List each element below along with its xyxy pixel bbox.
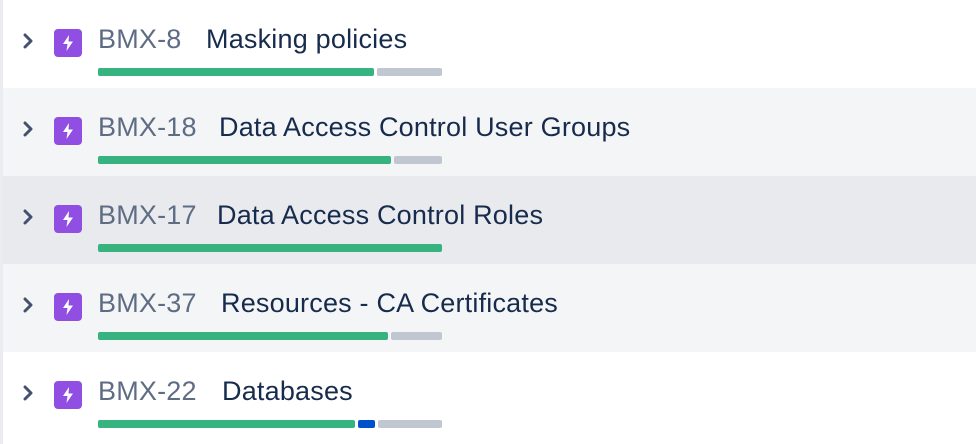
issue-summary[interactable]: Resources - CA Certificates [221,288,559,318]
epic-lightning-icon [54,381,82,409]
progress-done-segment [98,420,355,428]
epic-row[interactable]: BMX-17 Data Access Control Roles [3,176,976,264]
progress-bar [98,68,442,76]
progress-done-segment [98,244,442,252]
epic-row[interactable]: BMX-8 Masking policies [3,0,976,88]
progress-done-segment [98,156,392,164]
progress-todo-segment [394,156,442,164]
chevron-right-icon[interactable] [20,208,36,226]
issue-key[interactable]: BMX-8 [98,24,182,54]
chevron-right-icon[interactable] [20,32,36,50]
issue-summary[interactable]: Masking policies [206,24,408,54]
epic-lightning-icon [54,117,82,145]
progress-bar [98,244,442,252]
progress-todo-segment [390,332,442,340]
progress-bar [98,156,442,164]
progress-todo-segment [377,420,442,428]
epic-row[interactable]: BMX-18 Data Access Control User Groups [3,88,976,176]
chevron-right-icon[interactable] [20,384,36,402]
epic-row[interactable]: BMX-37 Resources - CA Certificates [3,264,976,352]
issue-summary[interactable]: Data Access Control Roles [217,200,544,230]
progress-todo-segment [377,68,442,76]
progress-done-segment [98,68,375,76]
epic-lightning-icon [54,205,82,233]
issue-summary[interactable]: Databases [222,376,353,406]
issue-summary[interactable]: Data Access Control User Groups [219,112,631,142]
progress-done-segment [98,332,388,340]
chevron-right-icon[interactable] [20,120,36,138]
epic-lightning-icon [54,293,82,321]
issue-key[interactable]: BMX-18 [98,112,197,142]
progress-bar [98,332,442,340]
issue-key[interactable]: BMX-17 [98,200,197,230]
progress-in-progress-segment [357,420,375,428]
progress-bar [98,420,442,428]
issue-key[interactable]: BMX-37 [98,288,197,318]
chevron-right-icon[interactable] [20,296,36,314]
epic-lightning-icon [54,29,82,57]
epic-row[interactable]: BMX-22 Databases [3,352,976,444]
issue-key[interactable]: BMX-22 [98,376,197,406]
